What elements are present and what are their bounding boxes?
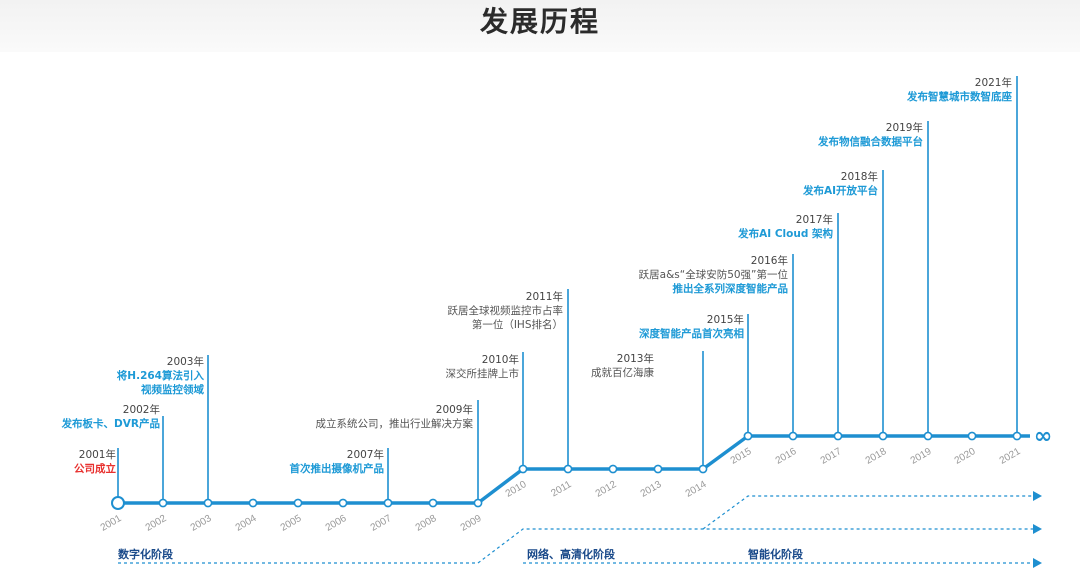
year-node [473,498,483,508]
year-node [518,464,528,474]
milestone-2002: 2002年发布板卡、DVR产品 [62,403,160,431]
year-node [428,498,438,508]
timeline-main-line [118,434,1030,505]
milestone-year: 2013年 [616,353,654,365]
milestone-year: 2002年 [122,404,160,416]
milestone-text: 公司成立 [74,463,116,475]
year-node [653,464,663,474]
milestone-text: 成立系统公司，推出行业解决方案 [315,418,474,430]
milestone-text: 深度智能产品首次亮相 [639,328,744,340]
page-title: 发展历程 [479,5,600,38]
year-tick-label: 2021 [998,446,1023,467]
milestone-text: 跃居全球视频监控市占率 [447,305,564,317]
milestone-year: 2010年 [481,354,519,366]
year-node [338,498,348,508]
year-tick-label: 2007 [369,513,394,534]
milestone-year: 2003年 [166,356,204,368]
milestone-year: 2011年 [525,291,563,303]
year-node [833,431,843,441]
milestone-text: 发布物信融合数据平台 [818,136,923,148]
milestone-year: 2007年 [346,449,384,461]
milestone-text: 将H.264算法引入 [116,370,204,382]
year-tick-label: 2002 [144,513,169,534]
milestone-text: 推出全系列深度智能产品 [672,283,789,295]
milestone-text: 深交所挂牌上市 [445,368,520,380]
stage-label-network: 网络、高清化阶段 [527,548,615,561]
year-tick-label: 2006 [324,513,349,534]
stage-arrow-head [1033,524,1042,534]
year-node [788,431,798,441]
year-tick-label: 2008 [414,513,439,534]
year-tick-label: 2019 [909,446,934,467]
year-node [293,498,303,508]
year-node [248,498,258,508]
milestone-text: 成就百亿海康 [591,367,654,379]
stage-label-digital: 数字化阶段 [118,548,173,561]
year-node [967,431,977,441]
milestone-2018: 2018年发布AI开放平台 [803,170,878,198]
milestone-text: 发布AI Cloud 架构 [738,228,833,240]
milestone-2010: 2010年深交所挂牌上市 [446,353,520,381]
milestone-2011: 2011年跃居全球视频监控市占率第一位（IHS排名） [448,290,564,332]
milestone-year: 2019年 [885,122,923,134]
year-tick-label: 2005 [279,513,304,534]
year-tick-label: 2004 [234,513,259,534]
stage-dash-line-3 [702,495,1033,530]
stage-arrow-head [1033,558,1042,568]
year-tick-label: 2018 [864,446,889,467]
milestone-2015: 2015年深度智能产品首次亮相 [639,313,744,341]
milestone-2019: 2019年发布物信融合数据平台 [818,121,923,149]
year-node [203,498,213,508]
year-tick-label: 2012 [594,479,619,500]
year-tick-label: 2020 [953,446,978,467]
year-node [111,496,125,510]
milestone-2001: 2001年公司成立 [74,448,116,476]
stage-label-intelligent: 智能化阶段 [748,548,803,561]
year-node [743,431,753,441]
infinity-icon: ∞ [1034,424,1052,449]
stage-dash-line-1 [118,528,1033,564]
milestone-2003: 2003年将H.264算法引入视频监控领域 [117,355,204,397]
milestone-text: 发布AI开放平台 [802,185,878,197]
stage-arrow-head [1033,491,1042,501]
milestone-2016: 2016年跃居a&s“全球安防50强”第一位推出全系列深度智能产品 [639,254,788,296]
year-tick-label: 2011 [549,479,574,499]
year-tick-label: 2001 [99,513,124,534]
year-tick-label: 2003 [189,513,214,534]
year-tick-label: 2014 [684,479,709,500]
year-node [878,431,888,441]
milestone-text: 跃居a&s“全球安防50强”第一位 [638,269,788,281]
milestone-text: 视频监控领域 [141,384,204,396]
milestone-text: 第一位（IHS排名） [471,319,563,331]
year-node [608,464,618,474]
year-tick-label: 2016 [774,446,799,467]
milestone-year: 2016年 [750,255,788,267]
milestone-text: 发布智慧城市数智底座 [907,91,1012,103]
year-node [563,464,573,474]
header-band [0,0,1080,52]
milestone-year: 2001年 [78,449,116,461]
year-node [383,498,393,508]
milestone-2017: 2017年发布AI Cloud 架构 [738,213,833,241]
year-tick-label: 2009 [459,513,484,534]
year-tick-label: 2013 [639,479,664,500]
milestone-2009: 2009年成立系统公司，推出行业解决方案 [316,403,474,431]
milestone-2007: 2007年首次推出摄像机产品 [290,448,385,476]
milestone-text: 首次推出摄像机产品 [289,463,385,475]
milestone-year: 2009年 [435,404,473,416]
year-node [1012,431,1022,441]
year-node [698,464,708,474]
milestone-year: 2015年 [706,314,744,326]
milestone-2021: 2021年发布智慧城市数智底座 [907,76,1012,104]
milestone-year: 2021年 [974,77,1012,89]
milestone-2013: 2013年成就百亿海康 [591,352,654,380]
year-node [158,498,168,508]
milestone-text: 发布板卡、DVR产品 [61,418,160,430]
milestone-year: 2018年 [840,171,878,183]
milestone-year: 2017年 [795,214,833,226]
year-tick-label: 2017 [819,446,844,467]
year-node [923,431,933,441]
